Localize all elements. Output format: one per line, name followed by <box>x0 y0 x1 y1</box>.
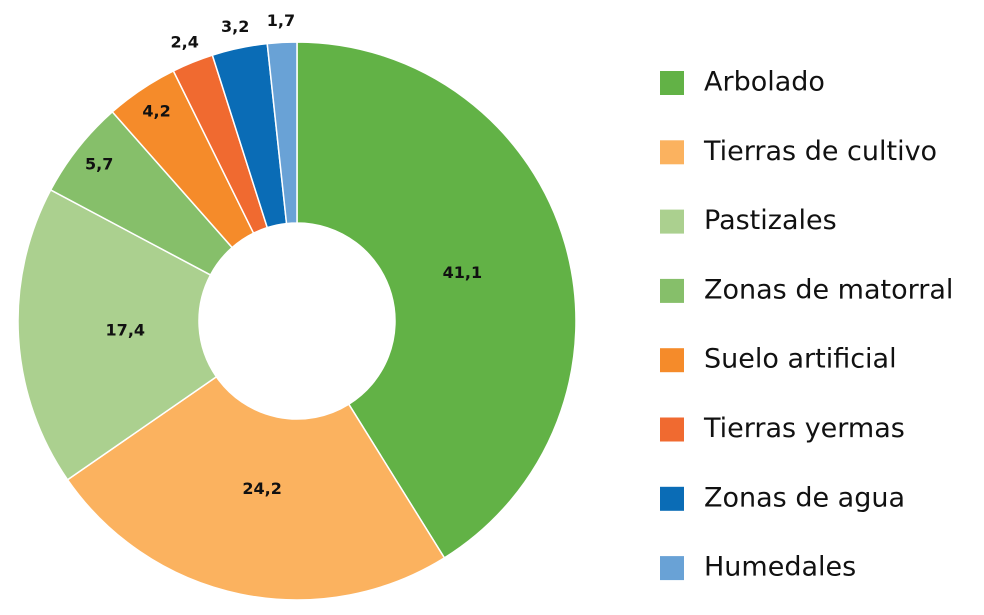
legend-swatch <box>660 278 684 303</box>
legend-swatch <box>660 348 684 373</box>
legend-label: Zonas de agua <box>704 482 905 513</box>
legend-label: Tierras de cultivo <box>703 136 937 167</box>
legend-label: Tierras yermas <box>703 413 905 444</box>
legend-label: Suelo artificial <box>704 344 897 375</box>
legend-label: Humedales <box>704 552 856 583</box>
slice <box>66 375 446 601</box>
slice <box>17 188 218 481</box>
legend-swatch <box>660 556 684 581</box>
legend-swatch <box>660 417 684 442</box>
value-label: 1,7 <box>267 11 295 30</box>
value-label: 3,2 <box>221 17 249 36</box>
value-label: 2,4 <box>171 32 199 51</box>
value-label: 24,2 <box>242 479 281 498</box>
legend-swatch <box>660 486 684 511</box>
legend-label: Arbolado <box>704 67 825 98</box>
slice <box>266 41 298 225</box>
legend-swatch <box>660 71 684 95</box>
value-label: 41,1 <box>443 263 482 282</box>
legend-label: Zonas de matorral <box>704 274 953 305</box>
slice <box>296 41 577 559</box>
legend-label: Pastizales <box>704 205 837 236</box>
legend-swatch <box>660 140 684 165</box>
legend-swatch <box>660 209 684 234</box>
value-label: 5,7 <box>85 154 113 173</box>
value-label: 17,4 <box>106 321 145 340</box>
value-label: 4,2 <box>142 101 170 120</box>
